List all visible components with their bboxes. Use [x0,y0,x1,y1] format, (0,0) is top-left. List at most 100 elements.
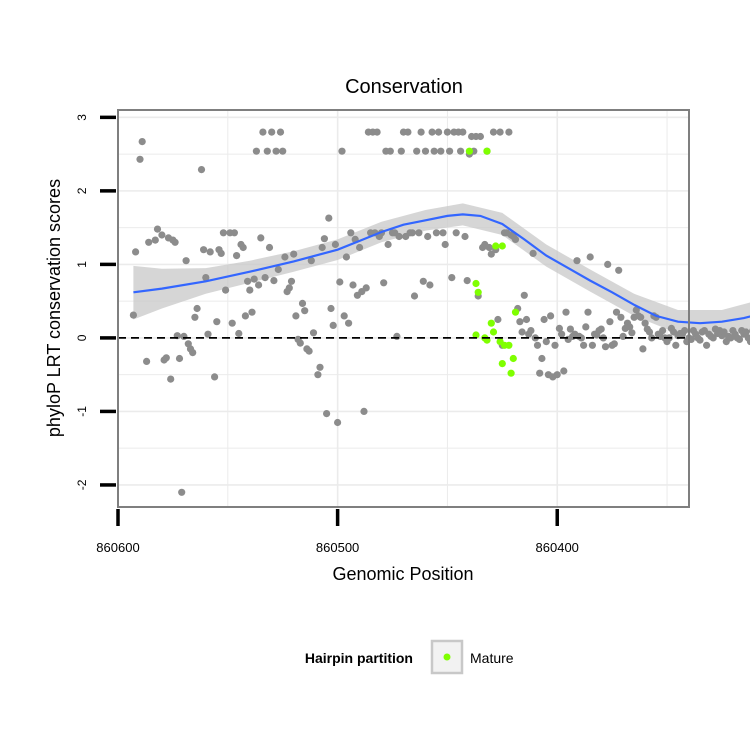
data-point [395,232,403,241]
data-point [446,147,454,155]
data-point [573,257,581,265]
data-point-mature [511,308,520,316]
data-point [553,371,561,379]
data-point [290,250,298,258]
data-point [709,334,717,342]
data-point [742,328,750,336]
data-point-mature [507,369,515,377]
data-point [547,312,555,320]
data-point [265,243,274,252]
data-point [659,327,667,335]
data-point [360,407,368,415]
data-point [386,147,394,155]
data-point [285,284,293,292]
data-point [435,128,443,136]
data-point [735,335,744,343]
data-point [562,308,570,316]
data-point [555,324,564,332]
data-point [380,279,388,287]
data-point [505,128,513,136]
data-point [408,229,416,237]
data-point [356,243,364,252]
data-point [533,341,542,349]
data-point [397,147,405,155]
data-point [197,166,206,174]
data-point [193,304,201,313]
data-point [577,334,586,342]
data-point [417,128,425,136]
data-point [206,248,214,256]
data-point [287,277,296,285]
data-point [452,229,460,237]
data-point [540,315,548,324]
data-point [211,373,219,381]
data-point-mature [465,147,473,155]
data-point [393,332,401,340]
data-point [298,299,307,307]
data-point-mature [474,288,482,296]
data-point [582,323,590,331]
data-point [637,313,645,321]
data-point [175,354,184,363]
data-point [138,138,146,146]
data-point [270,277,278,285]
data-point [235,329,243,338]
data-point [560,367,568,375]
data-point [261,274,269,282]
data-point-mature [487,319,495,327]
data-point [228,319,236,327]
data-point [272,147,280,155]
data-point [520,291,528,299]
data-point [145,238,153,246]
data-point [323,410,331,418]
smooth-trend-line [133,213,750,325]
data-point [276,128,285,136]
legend-entry-mature: Mature [470,650,514,666]
data-point [325,214,333,222]
data-point [246,286,254,294]
data-point [182,257,190,265]
data-point [200,246,208,254]
data-point [180,332,188,340]
data-point [307,257,315,265]
data-point [257,234,265,242]
data-point [301,307,309,315]
data-point [305,347,313,355]
data-point [178,488,186,496]
y-tick-label: 2 [75,187,89,194]
y-tick-label: -1 [75,406,89,417]
data-point [404,128,412,136]
data-point [202,274,210,282]
data-point [413,147,421,155]
y-tick-label: -2 [75,479,89,490]
data-point [610,340,618,348]
data-point [551,341,559,349]
data-point [334,418,342,427]
data-point [255,281,263,289]
data-point [601,343,610,351]
legend: Hairpin partition Mature [305,639,514,675]
data-point [448,274,456,282]
data-point [314,371,322,379]
data-point [309,329,318,337]
data-point [151,236,159,244]
data-point [153,225,162,233]
data-point-mature [498,360,506,368]
legend-key-box [430,639,464,675]
data-point [329,321,337,329]
data-point [619,332,627,340]
data-point [443,128,451,136]
data-point [248,308,256,316]
data-point [259,128,267,136]
data-point [604,260,612,268]
data-point [746,338,750,346]
data-point [191,313,199,321]
data-point [496,128,504,136]
data-point [580,341,588,349]
data-point [263,147,271,155]
data-point [489,128,498,136]
data-point [136,155,144,163]
data-point [162,354,170,362]
data-point [204,330,212,338]
data-point [588,341,597,349]
